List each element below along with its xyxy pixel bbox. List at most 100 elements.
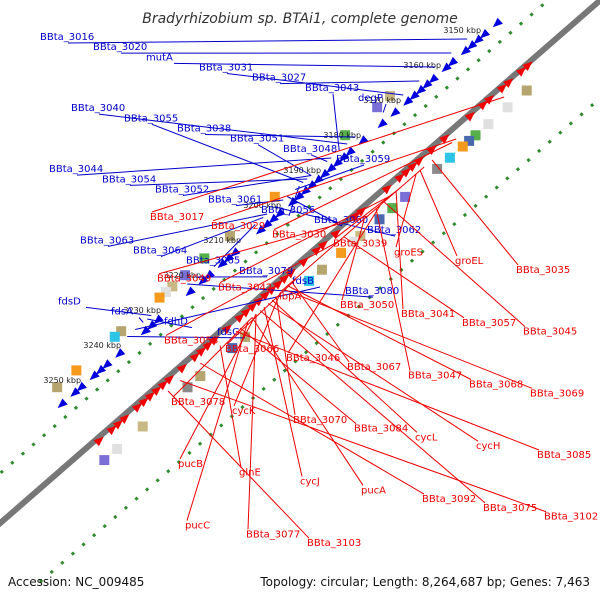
reverse-gene-leader	[259, 310, 486, 504]
forward-feature-arrow	[95, 364, 107, 375]
forward-gene-leader	[257, 144, 312, 176]
reverse-feature-arrow	[272, 279, 283, 290]
forward-gene-label[interactable]: fdhD	[164, 317, 188, 328]
forward-feature-arrow	[390, 107, 401, 117]
reverse-gene-label[interactable]: pucB	[178, 459, 203, 470]
forward-feature-block	[384, 91, 395, 101]
forward-gene-label[interactable]: BBta_3016	[40, 32, 94, 43]
scale-tick-label: 3160 kbp	[403, 61, 441, 70]
reverse-gene-label[interactable]: BBta_3045	[523, 327, 577, 338]
forward-gene-label[interactable]: BBta_3051	[230, 134, 284, 145]
forward-gene-label[interactable]: BBta_3020	[93, 42, 147, 53]
reverse-feature-arrow	[202, 341, 213, 352]
reverse-feature-arrow	[285, 268, 296, 279]
reverse-gene-label[interactable]: BBta_3075	[483, 503, 537, 514]
reverse-gene-label[interactable]: BBta_3092	[422, 494, 476, 505]
reverse-gene-label[interactable]: BBta_3078	[171, 397, 225, 408]
forward-gene-label[interactable]: BBta_3038	[177, 124, 231, 135]
forward-gene-leader	[310, 154, 328, 162]
reverse-gene-leader	[291, 282, 350, 363]
forward-gene-label[interactable]: BBta_3061	[208, 195, 262, 206]
forward-gene-label[interactable]: BBta_3062	[367, 225, 421, 236]
forward-gene-label[interactable]: BBta_3027	[252, 73, 306, 84]
reverse-gene-label[interactable]: ibpA	[279, 291, 301, 302]
forward-feature-arrow	[268, 213, 279, 224]
forward-gene-label[interactable]: mutA	[146, 52, 173, 63]
reverse-gene-label[interactable]: BBta_3029	[211, 221, 265, 232]
forward-gene-label[interactable]: BBta_3064	[133, 246, 187, 257]
feature-tracks	[0, 0, 600, 584]
reverse-gene-label[interactable]: cycL	[415, 432, 438, 443]
reverse-gene-label[interactable]: BBta_3069	[530, 388, 584, 399]
forward-gene-label[interactable]: fdsD	[58, 296, 81, 307]
reverse-gene-label[interactable]: BBta_3050	[340, 300, 394, 311]
reverse-gene-label[interactable]: BBta_3039	[333, 238, 387, 249]
forward-gene-label[interactable]: BBta_3040	[71, 103, 125, 114]
forward-gene-label[interactable]: BBta_3059	[336, 154, 390, 165]
reverse-gene-label[interactable]: BBta_3058	[164, 335, 218, 346]
forward-feature-arrow	[492, 17, 503, 28]
reverse-gene-label[interactable]: BBta_3085	[537, 450, 591, 461]
reverse-gene-label[interactable]: BBta_3041	[401, 309, 455, 320]
forward-gene-label[interactable]: BBta_3043	[305, 83, 359, 94]
reverse-gene-label[interactable]: BBta_3049	[157, 274, 211, 285]
reverse-gene-label[interactable]: BBta_3084	[354, 424, 408, 435]
reverse-gene-label[interactable]: BBta_3057	[462, 318, 516, 329]
reverse-gene-label[interactable]: BBta_3067	[347, 362, 401, 373]
forward-gene-label[interactable]: BBta_3065	[186, 256, 240, 267]
forward-gene-leader	[235, 199, 284, 207]
reverse-gene-label[interactable]: BBta_3102	[544, 512, 598, 523]
forward-gene-label[interactable]: degP	[358, 93, 383, 104]
forward-gene-label[interactable]: fdsA	[111, 307, 133, 318]
forward-gene-label[interactable]: BBta_3052	[155, 185, 209, 196]
reverse-feature-arrow	[317, 240, 328, 251]
forward-gene-label[interactable]: BBta_3054	[102, 174, 156, 185]
forward-feature-arrow	[332, 157, 343, 168]
reverse-gene-leader	[165, 240, 341, 336]
reverse-feature-arrow	[112, 419, 123, 430]
forward-gene-label[interactable]: fdsB	[292, 276, 314, 287]
forward-gene-label[interactable]: BBta_3048	[283, 144, 337, 155]
forward-feature-arrow	[467, 40, 478, 50]
forward-feature-arrow	[185, 286, 196, 297]
reverse-feature-block	[195, 371, 206, 382]
reverse-gene-label[interactable]: BBta_3066	[225, 344, 279, 355]
reverse-gene-label[interactable]: BBta_3046	[286, 353, 340, 364]
forward-feature-arrow	[339, 152, 350, 162]
reverse-feature-block	[137, 421, 148, 432]
reverse-gene-leader	[172, 317, 253, 398]
forward-gene-label[interactable]: BBta_3063	[80, 235, 134, 246]
forward-gene-label[interactable]: BBta_3080	[345, 286, 399, 297]
reverse-gene-label[interactable]: cycH	[476, 441, 500, 452]
reverse-gene-label[interactable]: cycJ	[300, 476, 320, 487]
reverse-gene-label[interactable]: BBta_3042	[218, 283, 272, 294]
forward-gene-label[interactable]: BBta_3031	[199, 63, 253, 74]
reverse-gene-leader	[179, 380, 547, 513]
reverse-feature-block	[355, 231, 366, 242]
reverse-gene-label[interactable]: BBta_3077	[246, 529, 300, 540]
reverse-gene-label[interactable]: cycK	[232, 406, 256, 417]
forward-gene-label[interactable]: fdsG	[217, 327, 240, 338]
reverse-gene-label[interactable]: groEL	[455, 256, 484, 267]
scale-tick-label: 3220 kbp	[163, 271, 201, 280]
reverse-gene-leader	[419, 170, 458, 257]
forward-gene-label[interactable]: BBta_3079	[239, 266, 293, 277]
reverse-feature-block	[432, 163, 443, 174]
reverse-gene-label[interactable]: groES	[394, 247, 423, 258]
forward-feature-arrow	[223, 252, 235, 263]
reverse-feature-arrow	[522, 61, 533, 72]
forward-feature-arrow	[460, 45, 471, 56]
forward-gene-leader	[173, 62, 436, 68]
forward-gene-label[interactable]: BBta_3055	[124, 113, 178, 124]
forward-gene-label[interactable]: BBta_3044	[49, 164, 103, 175]
reverse-gene-label[interactable]: pucA	[361, 485, 386, 496]
reverse-gene-label[interactable]: BBta_3017	[150, 212, 204, 223]
reverse-gene-label[interactable]: BBta_3035	[516, 265, 570, 276]
reverse-gene-label[interactable]: BBta_3047	[408, 371, 462, 382]
reverse-gene-label[interactable]: BBta_3068	[469, 380, 523, 391]
reverse-gene-label[interactable]: BBta_3103	[307, 538, 361, 549]
reverse-gene-label[interactable]: pucC	[185, 521, 210, 532]
forward-feature-arrow	[409, 90, 420, 101]
reverse-feature-arrow	[176, 363, 187, 374]
